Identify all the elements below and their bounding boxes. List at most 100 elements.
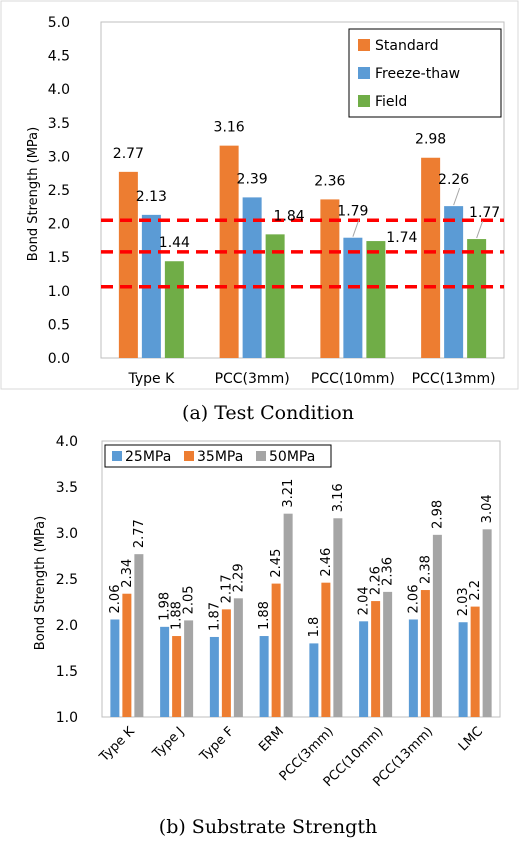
y-tick-label: 0.5: [48, 317, 70, 333]
bar: [359, 621, 369, 717]
bar: [421, 157, 441, 358]
bar: [209, 636, 219, 717]
data-label: 2.26: [438, 172, 469, 188]
data-label: 2.36: [381, 557, 396, 586]
data-label: 2.77: [113, 146, 144, 162]
y-tick-label: 4.0: [56, 434, 78, 450]
bar: [343, 237, 363, 358]
data-label: 2.98: [430, 500, 445, 529]
y-tick-label: 3.5: [56, 480, 78, 496]
data-label: 2.38: [418, 555, 433, 584]
legend-swatch: [358, 39, 370, 51]
x-tick-label: PCC(10mm): [311, 371, 395, 387]
data-label: 1.88: [170, 601, 185, 630]
data-label: 3.04: [480, 494, 495, 523]
label-leader: [476, 220, 484, 239]
x-tick-label: PCC(13mm): [412, 371, 496, 387]
y-tick-label: 1.0: [48, 284, 70, 300]
bar: [265, 234, 285, 358]
y-tick-label: 2.5: [56, 572, 78, 588]
legend-label: 25MPa: [125, 449, 171, 465]
x-tick-label: Type K: [127, 371, 175, 387]
legend: [104, 444, 332, 468]
data-label: 2.45: [269, 549, 284, 578]
legend: [348, 28, 502, 118]
bar: [221, 609, 231, 717]
bar: [383, 591, 393, 717]
y-tick-label: 1.0: [56, 710, 78, 726]
data-label: 2.46: [319, 548, 334, 577]
data-label: 1.77: [469, 205, 500, 221]
chart-substrate-strength: 1.0 1.5 2.0 2.5 3.0 3.5 4.0 Bond Strength (MPa)…: [33, 434, 501, 790]
bar: [321, 582, 331, 717]
legend-swatch: [358, 95, 370, 107]
data-label: 2.77: [132, 519, 147, 548]
data-label: 2.98: [415, 132, 446, 148]
bar: [467, 239, 487, 358]
x-tick-label: Type K: [96, 724, 138, 766]
bar: [172, 636, 182, 717]
data-label: 1.88: [257, 601, 272, 630]
y-tick-label: 1.5: [56, 664, 78, 680]
x-tick-label: PCC(3mm): [215, 371, 290, 387]
y-axis-label: Bond Strength (MPa): [33, 516, 48, 650]
y-tick-label: 2.5: [48, 183, 70, 199]
label-leader: [453, 187, 461, 206]
data-label: 1.79: [337, 204, 368, 220]
bar: [110, 619, 120, 717]
label-leader: [352, 219, 360, 237]
data-label: 1.98: [158, 592, 173, 621]
y-tick-label: 3.0: [56, 526, 78, 542]
bar: [470, 606, 480, 717]
data-label: 2.13: [136, 189, 167, 205]
bar: [333, 518, 343, 717]
bar: [320, 199, 340, 358]
bar: [122, 593, 132, 717]
y-tick-label: 0.0: [48, 351, 70, 367]
data-label: 2.39: [237, 171, 268, 187]
bar: [408, 619, 418, 717]
y-tick-label: 3.5: [48, 116, 70, 132]
data-label: 3.16: [331, 483, 346, 512]
legend-swatch: [358, 67, 370, 79]
caption-test-condition: (a) Test Condition: [182, 402, 354, 424]
bar: [482, 529, 492, 717]
bar: [184, 620, 194, 717]
legend-label: 50MPa: [269, 449, 315, 465]
bar: [371, 601, 381, 717]
x-tick-label: ERM: [256, 724, 287, 755]
data-label: 1.74: [386, 230, 417, 246]
legend-swatch: [256, 451, 266, 461]
data-label: 2.34: [120, 559, 135, 588]
bar: [309, 643, 319, 717]
bar: [458, 622, 468, 717]
bar: [271, 583, 281, 717]
data-label: 2.06: [406, 585, 421, 614]
legend-swatch: [184, 451, 194, 461]
data-label: 1.84: [274, 208, 305, 224]
data-label: 2.36: [314, 173, 345, 189]
legend-label: Standard: [375, 38, 439, 54]
data-label: 2.29: [231, 563, 246, 592]
plot-area: [100, 21, 505, 359]
x-tick-label: LMC: [456, 724, 486, 754]
x-tick-label: Type J: [149, 724, 187, 762]
bar: [160, 626, 170, 717]
bar: [118, 171, 138, 358]
data-label: 3.21: [281, 479, 296, 508]
bar: [134, 554, 144, 717]
y-tick-label: 2.0: [48, 217, 70, 233]
y-tick-label: 4.5: [48, 49, 70, 65]
data-label: 2.26: [369, 566, 384, 595]
bar: [444, 206, 464, 358]
data-label: 1.87: [207, 602, 222, 631]
y-tick-label: 4.0: [48, 82, 70, 98]
bar: [432, 534, 442, 717]
data-label: 2.2: [468, 580, 483, 601]
bar: [242, 197, 262, 358]
bar: [259, 636, 269, 717]
bar: [164, 261, 184, 358]
data-label: 2.17: [219, 574, 234, 603]
y-tick-label: 5.0: [48, 15, 70, 31]
